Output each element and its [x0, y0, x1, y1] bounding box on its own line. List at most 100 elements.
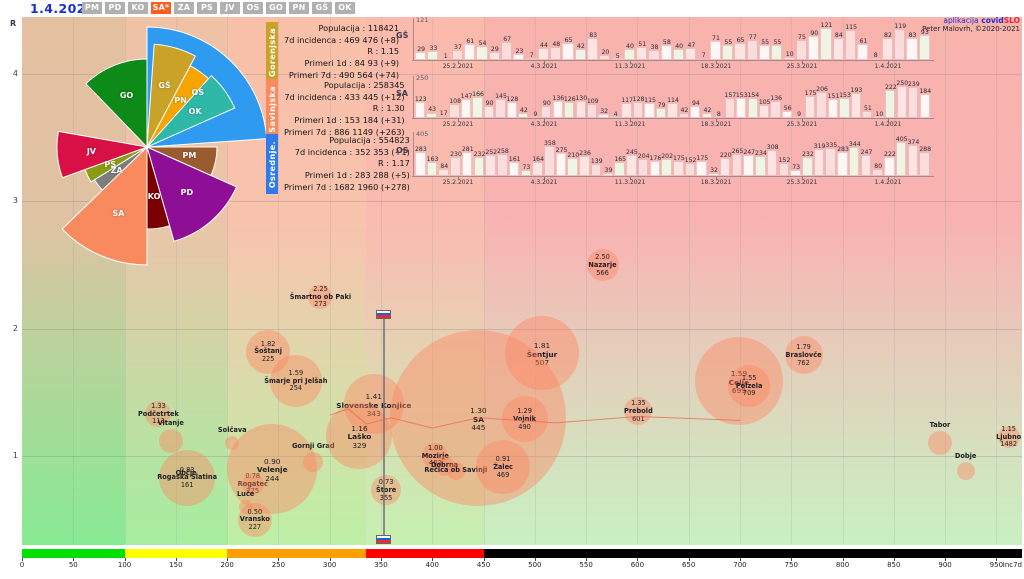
bar-value-label: 44	[540, 42, 548, 50]
bar	[555, 152, 567, 176]
bubble--o-tanj[interactable]	[246, 329, 291, 374]
tab-go[interactable]: GO	[266, 2, 286, 14]
panel-stat-key: Populacija	[318, 23, 360, 33]
bar	[724, 97, 735, 118]
bubble--marje-pri-jel-ah[interactable]	[269, 354, 322, 407]
bar	[673, 161, 684, 176]
bar-value-label: 152	[778, 157, 791, 165]
x-tick-label-600: 600	[630, 561, 645, 569]
bubble-re-ica-ob-savinji[interactable]	[446, 462, 465, 481]
flag-marker-bottom	[375, 534, 391, 544]
bubble-tabor[interactable]	[927, 431, 952, 456]
panel-stat-row: Primeri 7d : 490 564 (+74)	[288, 69, 400, 80]
bubble--entjur[interactable]	[505, 315, 579, 390]
panel-stat-key: R	[377, 158, 384, 169]
panel-stat-value: 1.30	[386, 103, 405, 114]
x-tick-mark	[842, 558, 844, 561]
rose-slice-gš[interactable]	[146, 43, 197, 148]
bubble--martno-ob-paki[interactable]	[308, 284, 333, 309]
bar	[562, 42, 574, 60]
bubble-dobje[interactable]	[956, 462, 975, 481]
panel-stat-row: 7d incidenca : 352 353 (+1)	[294, 146, 410, 157]
bar	[621, 103, 632, 118]
y-tick-1: 1	[12, 450, 18, 460]
bubble-mozirje[interactable]	[422, 442, 449, 469]
bar	[637, 158, 649, 176]
bar-value-label: 344	[848, 141, 861, 149]
panel-region-tab[interactable]: Gorenjska	[266, 22, 278, 83]
x-axis-ticks: 0 50 100 150 200 250 300 350 400 450 500 550 600 650 7…	[0, 558, 1024, 570]
region-tab-list[interactable]: PM PD KO SA* ZA PS JV OS GO PN GŠ OK	[82, 2, 355, 14]
bubble-polzela[interactable]	[728, 364, 771, 407]
bubble-pod-etrtek[interactable]	[145, 400, 172, 427]
bubble--alec[interactable]	[476, 440, 531, 495]
panel-region-tab[interactable]: Savinjska	[266, 79, 278, 140]
brand-author: Peter Malovrh, ©2020-2021	[922, 25, 1020, 34]
bar-chart-date-label: 25.3.2021	[786, 63, 818, 70]
panel-savinjska: Savinjska Populacija : 258345 7d incidenca…	[266, 79, 409, 140]
tab-gš[interactable]: GŠ	[312, 2, 332, 14]
bubble-rogaska-slatina[interactable]	[159, 449, 216, 506]
current-date: 1.4.2021	[30, 1, 95, 16]
bubble-nazarje[interactable]	[586, 249, 619, 282]
tab-pd[interactable]: PD	[105, 2, 125, 14]
bar	[649, 161, 661, 176]
bubble-velenje[interactable]	[227, 423, 318, 514]
tab-pn[interactable]: PN	[289, 2, 309, 14]
panel-region-tab[interactable]: Osrednje.	[266, 134, 278, 195]
bubble-vojnik[interactable]	[501, 396, 548, 443]
bar	[667, 103, 678, 118]
bar	[609, 116, 621, 118]
rose-slice-pd[interactable]	[146, 146, 238, 242]
bubble-lu-e[interactable]	[238, 499, 253, 514]
bar-chart-date-tick	[802, 61, 803, 64]
bubble-braslov-e[interactable]	[784, 336, 823, 375]
bubble-sol-ava[interactable]	[225, 436, 240, 451]
bar	[701, 112, 712, 118]
bar	[790, 169, 801, 176]
bubble-vransko[interactable]	[237, 502, 272, 537]
tab-sa[interactable]: SA*	[151, 2, 171, 14]
bar	[708, 173, 719, 176]
panel-stat-value: 118421	[367, 23, 400, 33]
tab-jv[interactable]: JV	[220, 2, 240, 14]
panel-stat-value: 283 288 (+5)	[354, 169, 410, 180]
bar	[793, 116, 804, 118]
bubble-vitanje[interactable]	[158, 428, 183, 453]
bar-value-label: 161	[508, 156, 521, 164]
tab-ko[interactable]: KO	[128, 2, 148, 14]
x-tick-mark	[124, 558, 126, 561]
bar-value-label: 250	[896, 80, 909, 87]
rose-slice-sa[interactable]	[61, 145, 148, 266]
bar	[873, 116, 884, 118]
bar	[415, 52, 427, 60]
tab-ok[interactable]: OK	[335, 2, 355, 14]
bar	[655, 107, 667, 118]
bar	[438, 168, 449, 176]
tab-za[interactable]: ZA	[174, 2, 194, 14]
color-scale-segment-2	[227, 549, 366, 558]
bubble-rogatec[interactable]	[241, 472, 264, 495]
x-tick-label-400: 400	[425, 561, 439, 569]
rose-slice-ok[interactable]	[146, 74, 236, 148]
rose-slice-go[interactable]	[85, 58, 148, 149]
region-rose-chart[interactable]: OS GO PN GŠ OK PM PD KO SA ZA PS JV	[22, 22, 272, 272]
x-tick-mark	[22, 558, 23, 561]
bar-chart-date-label: 4.3.2021	[530, 121, 558, 128]
bar	[736, 98, 747, 118]
panel-stat-value: 153 184 (+31)	[344, 114, 405, 125]
bar-value-label: 42	[519, 106, 528, 114]
bubble--tore[interactable]	[371, 475, 402, 506]
tab-os[interactable]: OS	[243, 2, 263, 14]
bubble-gornji-grad[interactable]	[303, 452, 324, 473]
bar	[804, 95, 816, 118]
bubble-ljubno[interactable]	[997, 425, 1020, 448]
tab-pm[interactable]: PM	[82, 2, 102, 14]
tab-ps[interactable]: PS	[197, 2, 217, 14]
bar-chart-date-tick	[888, 61, 889, 64]
bubble-dobrna[interactable]	[434, 456, 455, 477]
bar-value-label: 10	[875, 110, 884, 118]
rose-slice-jv[interactable]	[56, 130, 149, 179]
x-tick-mark	[586, 558, 588, 561]
bar-value-label: 232	[801, 150, 814, 158]
